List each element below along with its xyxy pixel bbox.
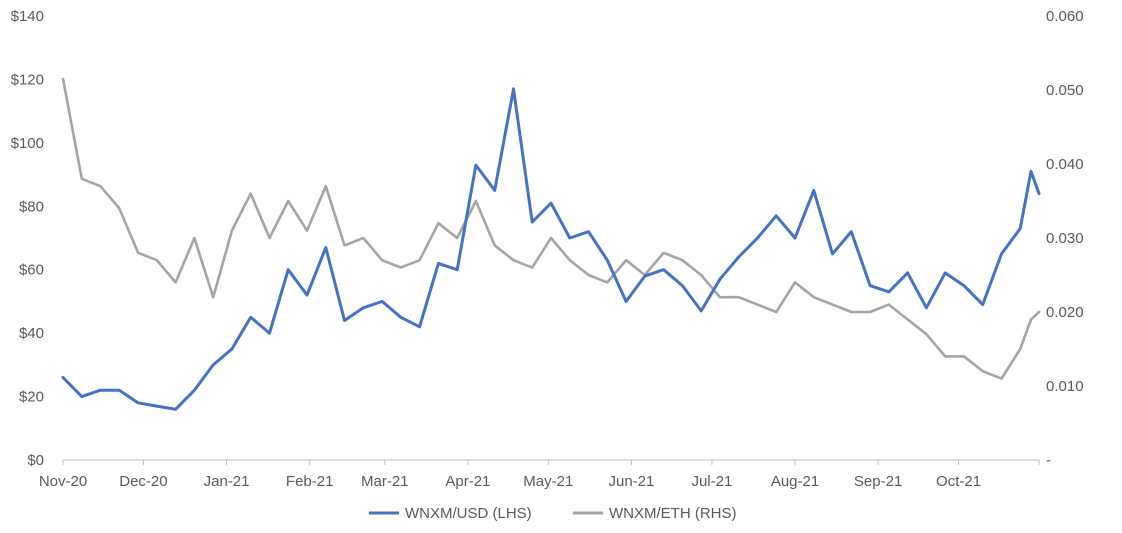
x-tick-label: Sep-21 xyxy=(854,473,902,490)
left-tick-label: $20 xyxy=(19,389,44,406)
left-axis: $0 $20 $40 $60 $80 $100 $120 $140 xyxy=(11,8,44,469)
x-tick-label: May-21 xyxy=(523,473,573,490)
right-tick-label: 0.020 xyxy=(1046,304,1084,321)
left-tick-label: $60 xyxy=(19,262,44,279)
right-tick-label: 0.040 xyxy=(1046,156,1084,173)
series-layer xyxy=(61,77,1041,411)
x-tick-label: Aug-21 xyxy=(771,473,819,490)
series-line-wnxm-usd xyxy=(61,87,1041,411)
left-tick-label: $0 xyxy=(27,452,44,469)
right-tick-label: 0.010 xyxy=(1046,378,1084,395)
right-tick-label: 0.060 xyxy=(1046,8,1084,25)
right-tick-label: 0.050 xyxy=(1046,82,1084,99)
left-tick-label: $40 xyxy=(19,325,44,342)
x-tick-label: Apr-21 xyxy=(445,473,490,490)
x-tick-label: Oct-21 xyxy=(936,473,981,490)
x-tick-label: Nov-20 xyxy=(39,473,87,490)
x-tick-label: Jun-21 xyxy=(609,473,655,490)
left-tick-label: $80 xyxy=(19,198,44,215)
left-tick-label: $140 xyxy=(11,8,44,25)
left-tick-label: $120 xyxy=(11,71,44,88)
left-tick-label: $100 xyxy=(11,135,44,152)
x-axis: Nov-20 Dec-20 Jan-21 Feb-21 Mar-21 Apr-21 May-… xyxy=(39,460,1040,490)
right-tick-label: - xyxy=(1046,452,1051,469)
x-tick-label: Jan-21 xyxy=(204,473,250,490)
right-tick-label: 0.030 xyxy=(1046,230,1084,247)
series-line-wnxm-eth xyxy=(61,77,1041,380)
right-axis: - 0.010 0.020 0.030 0.040 0.050 0.060 xyxy=(1046,8,1084,469)
x-tick-label: Feb-21 xyxy=(286,473,334,490)
x-tick-label: Jul-21 xyxy=(691,473,732,490)
legend: WNXM/USD (LHS) WNXM/ETH (RHS) xyxy=(369,505,737,522)
x-tick-label: Mar-21 xyxy=(361,473,409,490)
legend-label: WNXM/ETH (RHS) xyxy=(609,505,737,522)
legend-label: WNXM/USD (LHS) xyxy=(405,505,532,522)
x-tick-label: Dec-20 xyxy=(119,473,167,490)
